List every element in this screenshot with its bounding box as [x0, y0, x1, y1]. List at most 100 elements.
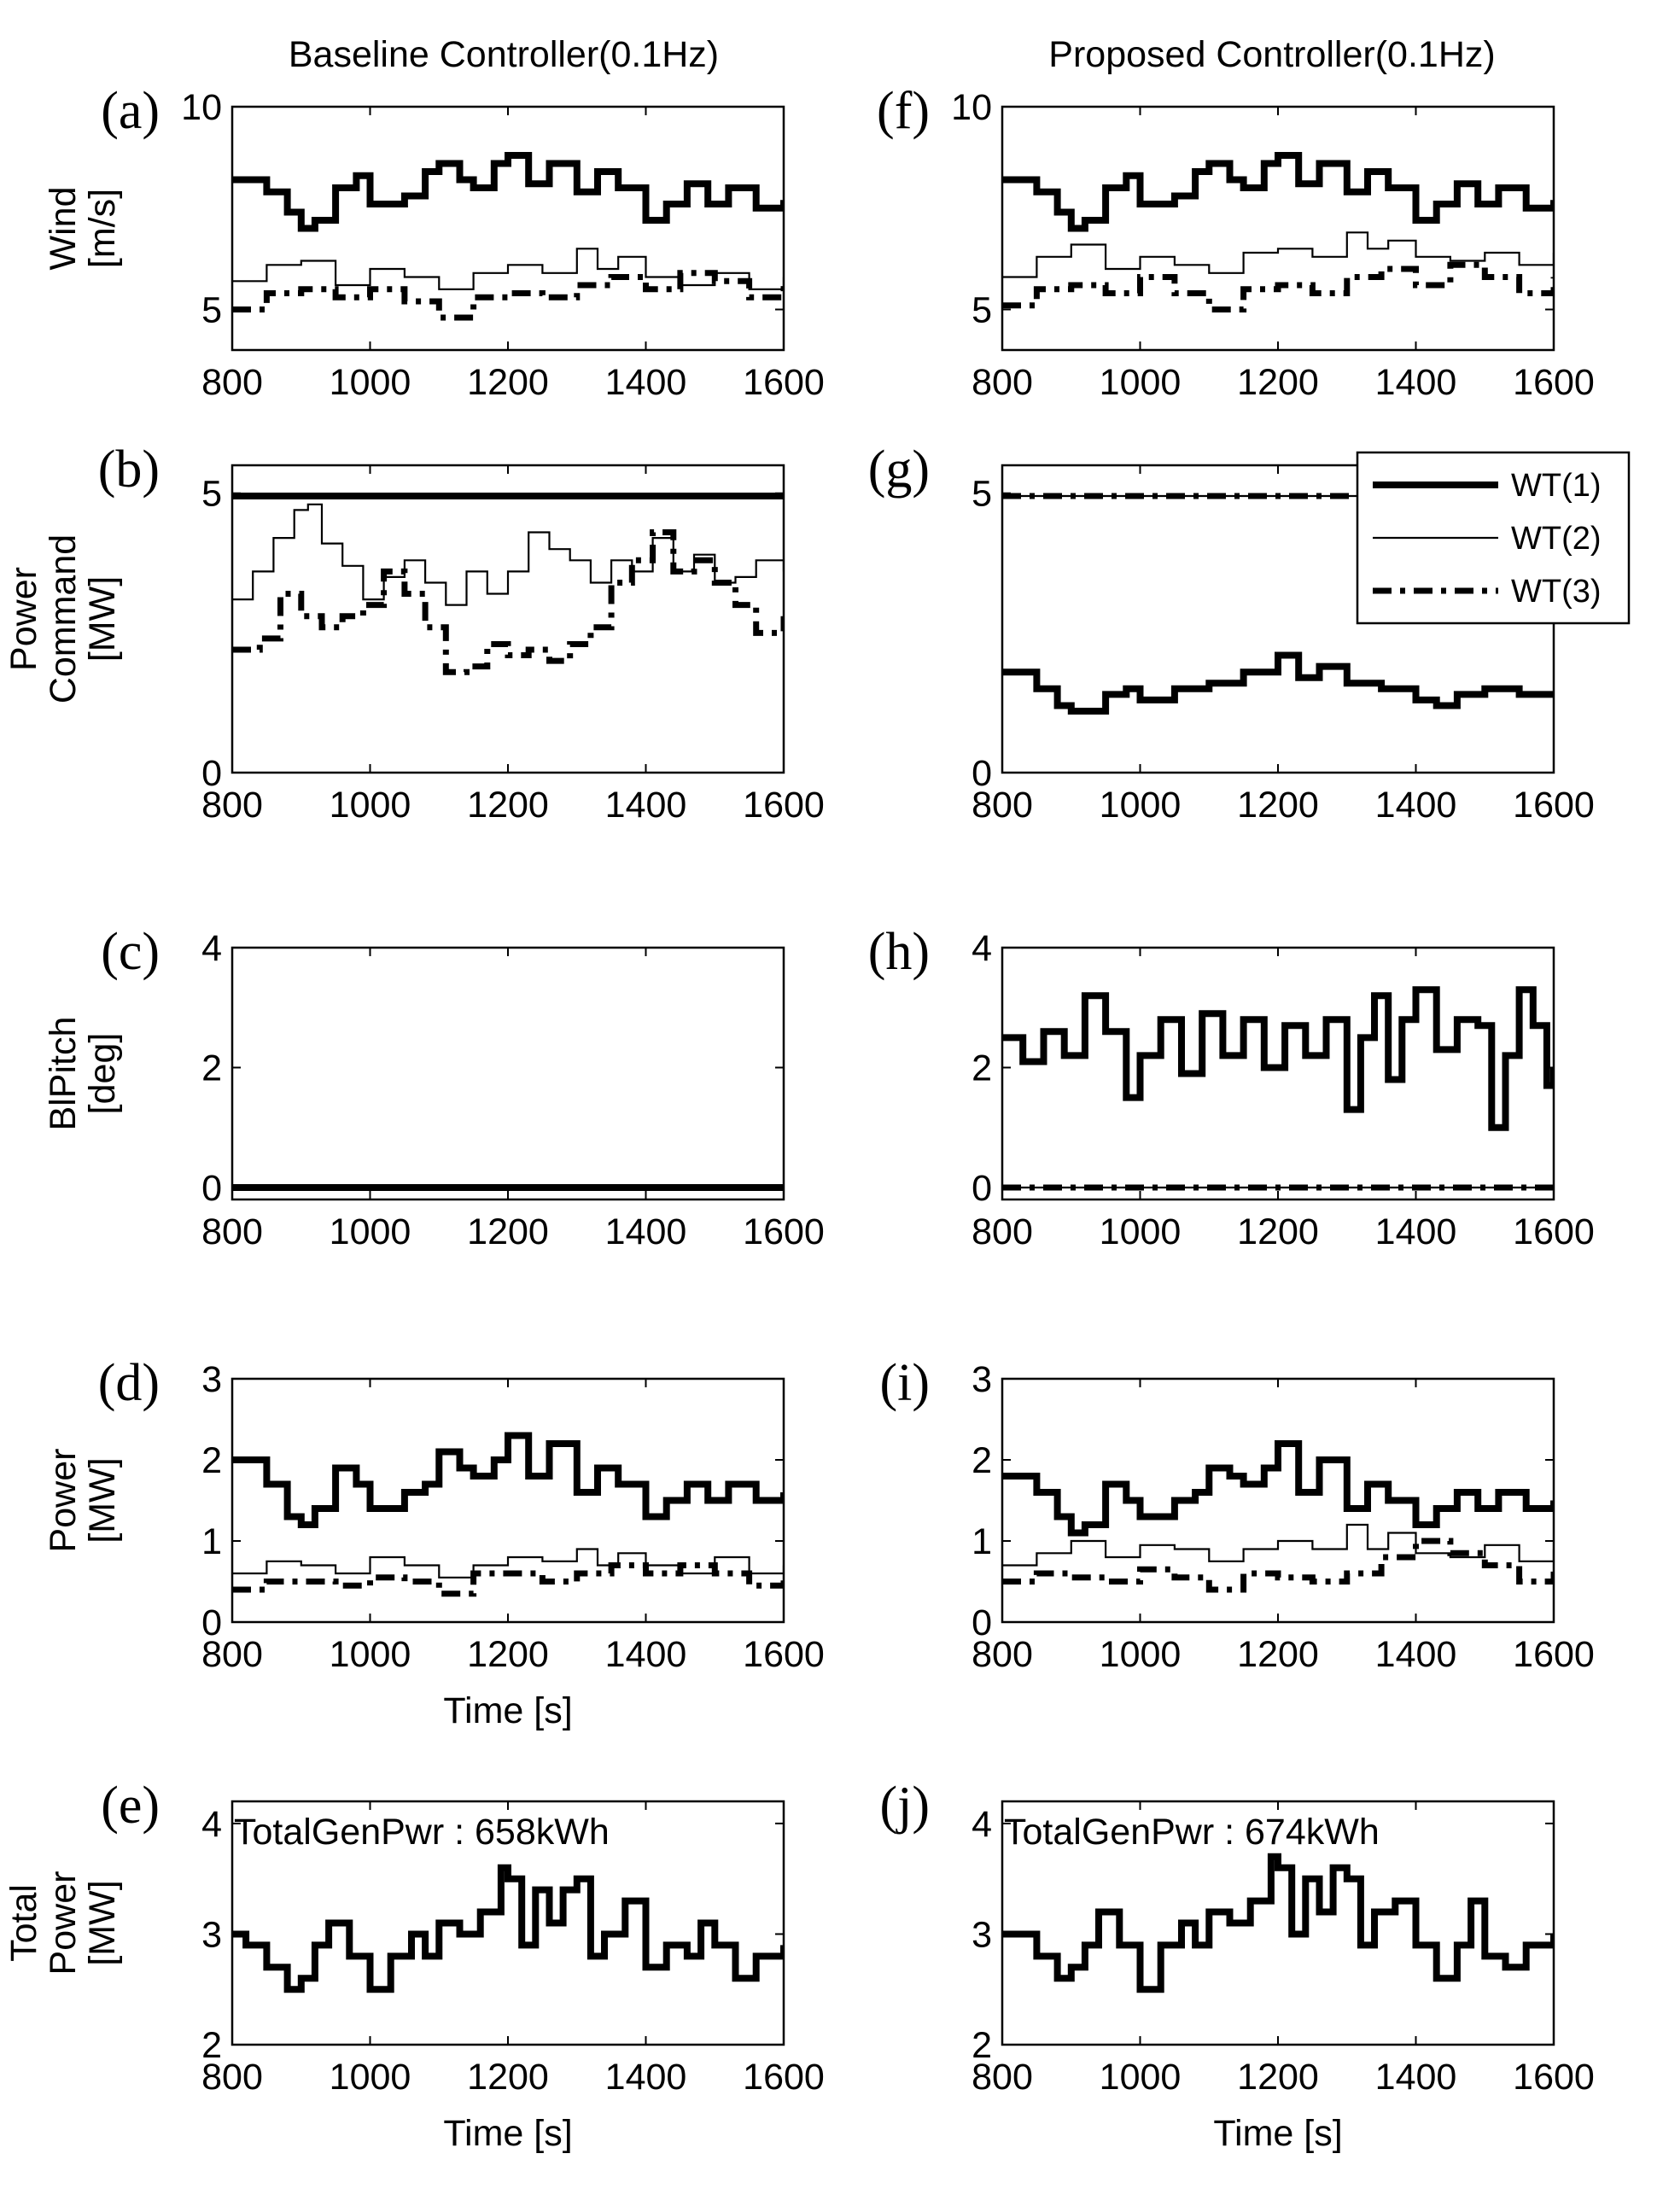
x-tick-label: 800: [201, 785, 263, 826]
y-tick-label: 2: [201, 1440, 222, 1481]
panel-label: (i): [879, 1354, 930, 1412]
y-tick-label: 1: [972, 1521, 992, 1562]
panel-label: (e): [101, 1777, 160, 1835]
axes-frame: [1001, 1377, 1555, 1624]
x-tick-label: 1600: [1513, 1211, 1595, 1252]
y-axis-label: Power: [43, 1449, 84, 1553]
y-axis-label: Power: [43, 1871, 84, 1976]
y-tick-label: 1: [201, 1521, 222, 1562]
x-tick-label: 1000: [330, 2057, 411, 2098]
x-tick-label: 1400: [605, 785, 687, 826]
y-tick-label: 2: [972, 1048, 992, 1088]
panel-label: (f): [877, 82, 930, 140]
series-total-line: [1002, 1853, 1554, 1993]
x-tick-label: 800: [972, 785, 1033, 826]
y-tick-label: 5: [972, 290, 992, 331]
x-tick-label: 800: [972, 362, 1033, 403]
y-tick-label: 0: [972, 1602, 992, 1643]
panel-label: (b): [98, 441, 160, 499]
right-column-title: Proposed Controller(0.1Hz): [1048, 34, 1495, 75]
x-tick-label: 800: [201, 2057, 263, 2098]
panel-h: 800 1000 1200 1400 1600 0 2 4 (h): [868, 923, 1595, 1252]
y-tick-label: 5: [201, 474, 222, 515]
axes-frame: [230, 946, 785, 1201]
x-tick-label: 1600: [1513, 2057, 1595, 2098]
y-tick-label: 4: [972, 928, 992, 969]
panel-d: 800 1000 1200 1400 1600 0 1 2 3 (d) Power[MW] Time …: [43, 1354, 825, 1731]
x-tick-label: 1000: [330, 362, 411, 403]
x-tick-label: 1400: [1375, 1634, 1457, 1675]
y-axis-label: [MW]: [82, 1457, 123, 1543]
panel-label: (j): [879, 1777, 930, 1835]
x-tick-label: 1400: [605, 2057, 687, 2098]
total-energy-annotation: TotalGenPwr : 674kWh: [1004, 1812, 1380, 1853]
x-tick-label: 1200: [467, 362, 549, 403]
series-wt-1-line: [1002, 986, 1554, 1131]
x-tick-label: 1000: [1100, 1634, 1182, 1675]
x-tick-label: 1600: [743, 2057, 825, 2098]
x-tick-label: 1600: [1513, 362, 1595, 403]
x-tick-label: 800: [972, 1211, 1033, 1252]
left-column-title: Baseline Controller(0.1Hz): [289, 34, 719, 75]
y-tick-label: 0: [972, 753, 992, 794]
axes-frame: [230, 1377, 785, 1624]
y-tick-label: 4: [972, 1804, 992, 1845]
y-tick-label: 3: [972, 1359, 992, 1400]
y-axis-label: BlPitch: [43, 1017, 84, 1131]
series-wt-3-line: [1002, 261, 1554, 312]
panel-label: (d): [98, 1354, 160, 1412]
series-wt-1-line: [1002, 152, 1554, 232]
x-tick-label: 1200: [1237, 1634, 1319, 1675]
panel-label: (a): [101, 82, 160, 140]
y-tick-label: 5: [201, 290, 222, 331]
x-tick-label: 1200: [1237, 362, 1319, 403]
y-tick-label: 4: [201, 1804, 222, 1845]
legend: WT(1) WT(2) WT(3): [1356, 451, 1631, 625]
y-axis-label: Wind: [43, 187, 84, 271]
x-tick-label: 1000: [330, 785, 411, 826]
x-tick-label: 800: [972, 1634, 1033, 1675]
y-tick-label: 2: [201, 1048, 222, 1088]
x-tick-label: 1600: [743, 362, 825, 403]
y-tick-label: 3: [972, 1914, 992, 1955]
y-tick-label: 3: [201, 1359, 222, 1400]
x-tick-label: 1000: [330, 1211, 411, 1252]
y-tick-label: 0: [201, 1168, 222, 1209]
y-axis-label: Command: [43, 534, 84, 703]
y-tick-label: 10: [951, 87, 992, 128]
x-tick-label: 1200: [1237, 785, 1319, 826]
x-tick-label: 1600: [743, 1634, 825, 1675]
x-tick-label: 1400: [1375, 2057, 1457, 2098]
x-tick-label: 1600: [743, 785, 825, 826]
series-wt-2-line: [232, 248, 784, 290]
y-tick-label: 5: [972, 474, 992, 515]
x-tick-label: 1600: [1513, 785, 1595, 826]
y-axis-label: [m/s]: [82, 189, 123, 268]
x-tick-label: 1200: [467, 785, 549, 826]
series-total-line: [232, 1864, 784, 1993]
panel-f: 800 1000 1200 1400 1600 5 10 (f): [877, 82, 1595, 403]
series-wt-1-line: [232, 152, 784, 232]
x-tick-label: 800: [201, 1634, 263, 1675]
legend-label: WT(3): [1511, 574, 1602, 610]
series-wt-3-line: [232, 270, 784, 321]
x-tick-label: 1400: [1375, 1211, 1457, 1252]
x-tick-label: 1200: [1237, 1211, 1319, 1252]
x-tick-label: 1400: [605, 362, 687, 403]
x-tick-label: 1000: [330, 1634, 411, 1675]
panel-label: (h): [868, 923, 930, 981]
x-tick-label: 1400: [605, 1634, 687, 1675]
series-wt-1-line: [1002, 651, 1554, 715]
series-wt-1-line: [232, 1432, 784, 1528]
panel-label: (g): [868, 441, 930, 499]
y-tick-label: 0: [201, 753, 222, 794]
panel-i: 800 1000 1200 1400 1600 0 1 2 3 (i): [879, 1354, 1594, 1675]
series-wt-2-line: [1002, 231, 1554, 278]
y-axis-label: Power: [3, 567, 44, 671]
x-tick-label: 1000: [1100, 2057, 1182, 2098]
y-tick-label: 0: [201, 1602, 222, 1643]
x-tick-label: 1600: [1513, 1634, 1595, 1675]
series-wt-1-line: [1002, 1440, 1554, 1537]
